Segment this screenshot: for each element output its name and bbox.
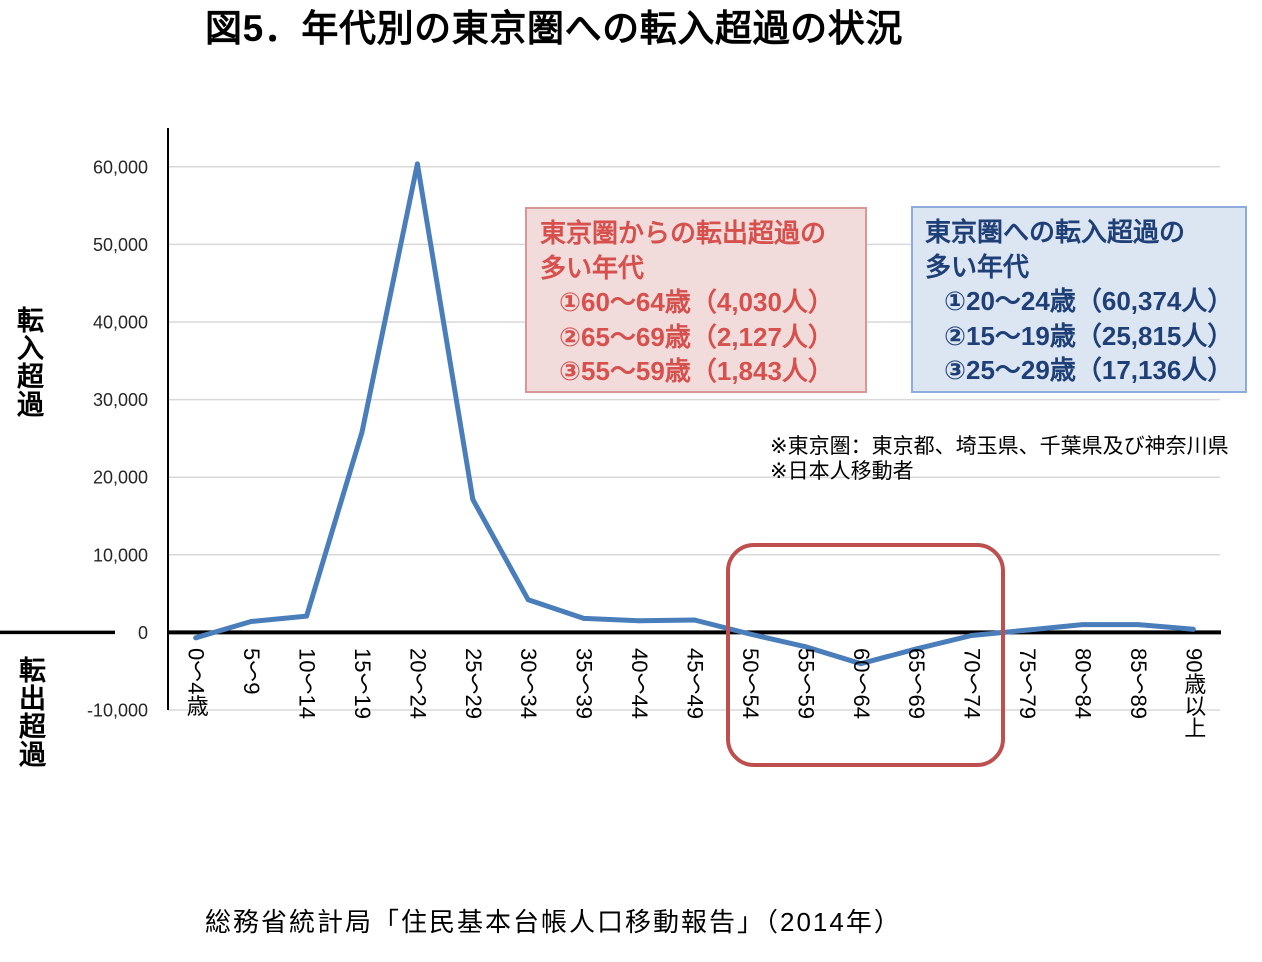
y-tick-label: 10,000 (93, 545, 148, 565)
outflow-rank-item: ①60～64歳（4,030人） (559, 287, 834, 317)
data-point (1080, 622, 1085, 627)
y-tick-label: 20,000 (93, 468, 148, 488)
outflow-heading-line: 東京圏からの転出超過の (540, 218, 827, 248)
outflow-rank-item: ③55～59歳（1,843人） (559, 356, 834, 386)
data-point (913, 646, 919, 652)
y-tick-label: 0 (138, 623, 148, 643)
data-point (858, 661, 864, 667)
data-point (470, 497, 476, 502)
inflow-rank-item: ②15～19歳（25,815人） (944, 320, 1234, 351)
data-point (692, 617, 697, 623)
data-point (1190, 626, 1196, 632)
source-citation: 総務省統計局「住民基本台帳人口移動報告」（2014年） (205, 907, 902, 937)
highlight-box (726, 543, 1005, 767)
y-axis-label-outflow: 転出超過 (15, 656, 45, 768)
data-point (969, 633, 974, 638)
series (193, 161, 1196, 667)
data-point (1135, 622, 1141, 627)
y-tick-label: -10,000 (87, 701, 148, 721)
inflow-heading-line: 多い年代 (925, 251, 1030, 282)
data-point (1024, 627, 1030, 633)
y-axis-label-inflow: 転入超過 (13, 306, 43, 418)
data-point (525, 597, 531, 603)
data-point (581, 616, 587, 621)
y-tick-label: 30,000 (93, 390, 148, 410)
outflow-heading-line: 多い年代 (540, 252, 645, 283)
data-point (802, 644, 808, 650)
y-tick-labels: 60,000 50,000 40,000 30,000 20,000 10,000 0 -10… (87, 157, 148, 720)
chart-notes: ※東京圏：東京都、埼玉県、千葉県及び神奈川県 ※日本人移動者 (770, 434, 1229, 484)
data-point (304, 613, 309, 619)
inflow-rank-item: ①20～24歳（60,374人） (944, 286, 1234, 316)
outflow-rank-item: ②65～69歳（2,127人） (559, 321, 834, 352)
data-point (636, 618, 642, 624)
data-point (193, 635, 199, 641)
axes (0, 128, 1221, 710)
y-tick-label: 60,000 (93, 157, 148, 177)
inflow-heading-line: 東京圏への転入超過の (925, 217, 1186, 247)
y-tick-label: 40,000 (93, 313, 148, 333)
data-point (415, 161, 420, 167)
inflow-rank-item: ③25～29歳（17,136人） (944, 355, 1234, 385)
note-line: ※東京圏：東京都、埼玉県、千葉県及び神奈川県 (770, 435, 1229, 458)
data-point (359, 429, 365, 435)
data-point (747, 631, 753, 637)
note-line: ※日本人移動者 (770, 460, 914, 483)
y-tick-label: 50,000 (93, 235, 148, 255)
outflow-callout-box: 東京圏からの転出超過の 多い年代 ①60～64歳（4,030人） ②65～69歳… (525, 207, 867, 393)
data-point (248, 619, 254, 624)
chart-title: 図5．年代別の東京圏への転入超過の状況 (205, 8, 903, 49)
inflow-callout-box: 東京圏への転入超過の 多い年代 ①20～24歳（60,374人） ②15～19歳… (911, 206, 1247, 393)
